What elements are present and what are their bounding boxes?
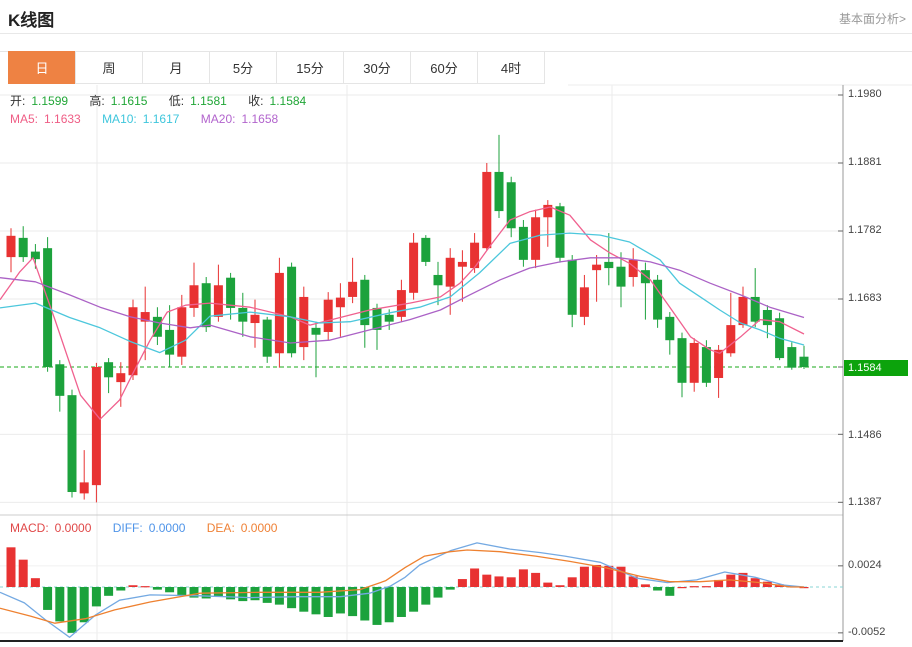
tab-60min[interactable]: 60分	[410, 51, 478, 84]
macd-label: MACD:	[10, 521, 49, 535]
open-label: 开:	[10, 94, 26, 108]
current-price-badge: 1.1584	[844, 360, 908, 376]
dea-value: 0.0000	[240, 521, 278, 535]
page-title: K线图	[8, 11, 55, 30]
macd-tick-1: 0.0024	[848, 559, 882, 571]
tab-15min[interactable]: 15分	[276, 51, 344, 84]
ma20-value: 1.1658	[241, 112, 279, 126]
price-tick-2: 1.1881	[848, 156, 882, 168]
ma5-value: 1.1633	[44, 112, 81, 126]
tab-month[interactable]: 月	[142, 51, 210, 84]
dea-label: DEA:	[206, 521, 235, 535]
open-value: 1.1599	[31, 94, 69, 108]
low-value: 1.1581	[190, 94, 227, 108]
ma10-label: MA10:	[102, 112, 137, 126]
ohlc-legend: 开: 1.1599 高: 1.1615 低: 1.1581 收: 1.1584	[10, 92, 312, 109]
diff-label: DIFF:	[112, 521, 143, 535]
tab-4hour[interactable]: 4时	[477, 51, 545, 84]
ma20-label: MA20:	[200, 112, 236, 126]
close-value: 1.1584	[269, 94, 307, 108]
macd-value: 0.0000	[54, 521, 92, 535]
tab-5min[interactable]: 5分	[209, 51, 277, 84]
tab-30min[interactable]: 30分	[343, 51, 411, 84]
price-tick-6: 1.1387	[848, 496, 882, 508]
ma-legend: MA5: 1.1633 MA10: 1.1617 MA20: 1.1658	[10, 112, 284, 126]
ma5-label: MA5:	[10, 112, 39, 126]
high-value: 1.1615	[110, 94, 148, 108]
price-tick-4: 1.1683	[848, 292, 882, 304]
macd-legend: MACD: 0.0000 DIFF: 0.0000 DEA: 0.0000	[10, 521, 283, 535]
tab-day[interactable]: 日	[8, 51, 76, 84]
fundamental-analysis-link[interactable]: 基本面分析>	[838, 12, 906, 26]
header-divider	[0, 33, 912, 34]
price-tick-3: 1.1782	[848, 224, 882, 236]
close-label: 收:	[248, 94, 264, 108]
price-tick-5: 1.1486	[848, 429, 882, 441]
macd-tick-2: -0.0052	[848, 626, 886, 638]
diff-value: 0.0000	[148, 521, 186, 535]
low-label: 低:	[168, 94, 185, 108]
high-label: 高:	[89, 94, 105, 108]
period-tabbar: 日 周 月 5分 15分 30分 60分 4时	[8, 51, 545, 84]
ma10-value: 1.1617	[142, 112, 180, 126]
price-tick-1: 1.1980	[848, 88, 882, 100]
